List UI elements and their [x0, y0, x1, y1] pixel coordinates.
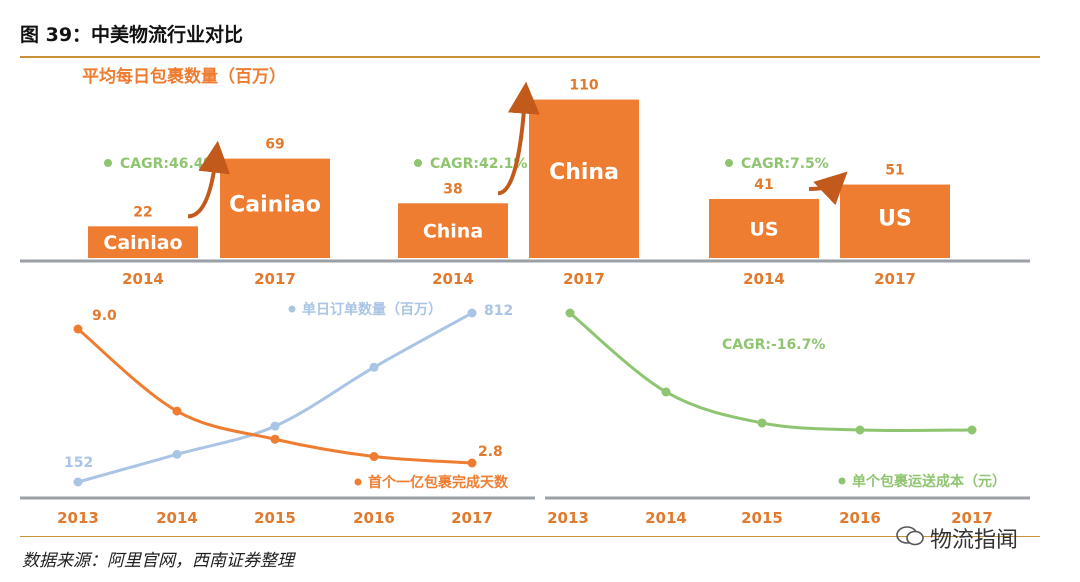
- bar-value-label: 51: [885, 163, 904, 179]
- cagr-dot: [725, 159, 733, 167]
- days-point: [172, 406, 182, 416]
- bar-name-label: US: [878, 207, 912, 232]
- figure-title: 图 39：中美物流行业对比: [20, 24, 244, 46]
- bar-year-label: 2017: [563, 270, 605, 288]
- cagr-label: CAGR:42.1%: [430, 156, 528, 172]
- bar-value-label: 38: [443, 181, 462, 197]
- orders-point: [369, 362, 379, 372]
- bar-us-2014: [709, 198, 819, 258]
- bar-value-label: 69: [265, 137, 284, 153]
- orders-end-label: 812: [484, 303, 513, 319]
- bar-china-2014: [398, 203, 508, 258]
- orders-line: [77, 311, 473, 484]
- bar-value-label: 22: [133, 204, 152, 220]
- cost-point: [757, 418, 767, 428]
- bar-name-label: Cainiao: [103, 232, 182, 254]
- days-legend: 首个一亿包裹完成天数: [368, 474, 509, 491]
- x-tick-label: 2014: [156, 509, 198, 527]
- orders-legend: 单日订单数量（百万）: [302, 301, 442, 318]
- bar-year-label: 2014: [743, 270, 785, 288]
- chart-canvas: 平均每日包裹数量（百万） 22 Cainiao 2014 69 Cainiao 2017 C…: [20, 66, 1030, 527]
- bar-value-label: 110: [569, 78, 598, 94]
- bar-name-label: China: [549, 160, 619, 185]
- top-divider: [20, 56, 1040, 58]
- bar-year-label: 2017: [254, 270, 296, 288]
- cost-line: [569, 311, 973, 433]
- cost-point: [661, 387, 671, 397]
- days-point: [467, 458, 477, 468]
- orders-point: [270, 421, 280, 431]
- days-legend-dot: [354, 478, 362, 486]
- bar-year-label: 2014: [122, 270, 164, 288]
- x-tick-label: 2017: [951, 509, 993, 527]
- bar-year-label: 2017: [874, 270, 916, 288]
- bar-name-label: US: [749, 218, 778, 240]
- days-end-label: 2.8: [478, 444, 503, 460]
- x-tick-label: 2015: [741, 509, 783, 527]
- bar-chart-title: 平均每日包裹数量（百万）: [82, 66, 286, 87]
- days-point: [369, 452, 379, 462]
- growth-arrow-icon: [497, 81, 540, 196]
- days-point: [73, 324, 83, 334]
- bar-name-label: China: [423, 221, 483, 243]
- cagr-label: CAGR:7.5%: [741, 156, 829, 172]
- cost-cagr-label: CAGR:-16.7%: [722, 337, 825, 353]
- bar-us-2017: [840, 184, 950, 258]
- growth-arrow-icon: [187, 140, 231, 219]
- orders-start-label: 152: [64, 455, 93, 471]
- orders-point: [172, 449, 182, 459]
- bar-cainiao-2014: [88, 226, 198, 258]
- bar-value-label: 41: [754, 177, 773, 193]
- x-tick-label: 2016: [353, 509, 395, 527]
- growth-arrow-icon: [808, 171, 848, 206]
- orders-legend-dot: [288, 305, 296, 313]
- cagr-dot: [104, 159, 112, 167]
- bar-china-2017: [529, 99, 639, 258]
- x-tick-label: 2016: [839, 509, 881, 527]
- cost-legend-dot: [838, 477, 846, 485]
- orders-point: [467, 308, 477, 318]
- orders-point: [73, 477, 83, 487]
- watermark-text: 物流指闻: [930, 528, 1019, 553]
- x-tick-label: 2015: [254, 509, 296, 527]
- source-note: 数据来源：阿里官网，西南证券整理: [22, 551, 294, 571]
- x-tick-label: 2017: [451, 509, 493, 527]
- bar-name-label: Cainiao: [229, 192, 321, 217]
- cost-legend: 单个包裹运送成本（元）: [852, 473, 1006, 490]
- cost-point: [855, 425, 865, 435]
- x-tick-label: 2014: [645, 509, 687, 527]
- x-tick-label: 2013: [57, 509, 99, 527]
- days-point: [270, 434, 280, 444]
- bar-year-label: 2014: [432, 270, 474, 288]
- cagr-dot: [414, 159, 422, 167]
- cost-point: [565, 308, 575, 318]
- cost-point: [967, 425, 977, 435]
- x-tick-label: 2013: [547, 509, 589, 527]
- cagr-label: CAGR:46.4%: [120, 156, 218, 172]
- bar-cainiao-2017: [220, 158, 330, 258]
- bottom-divider: [20, 536, 1040, 537]
- days-start-label: 9.0: [92, 308, 117, 324]
- wechat-icon: [896, 526, 924, 546]
